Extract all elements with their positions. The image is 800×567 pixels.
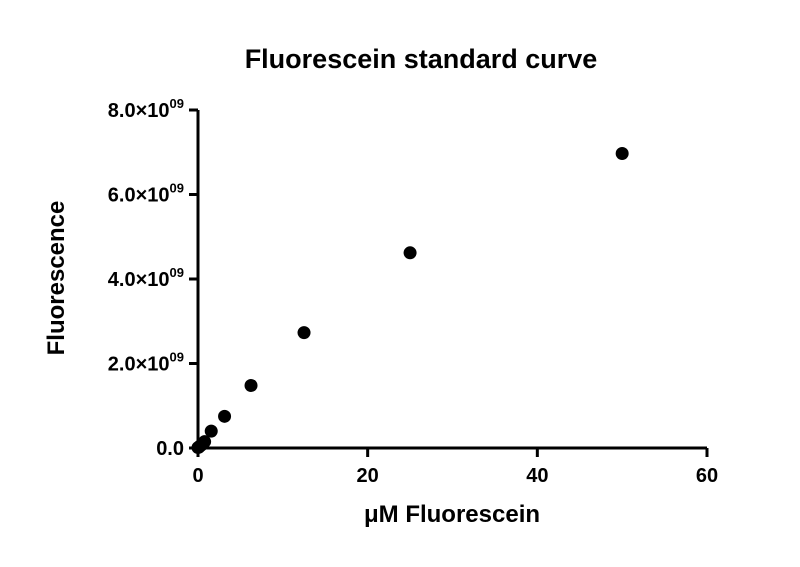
data-point: [615, 147, 629, 161]
x-tick-label: 60: [696, 465, 718, 487]
x-tick-label: 0: [192, 465, 203, 487]
x-tick-label: 20: [357, 465, 379, 487]
x-axis-label: μM Fluorescein: [364, 501, 540, 528]
x-tick-label: 40: [526, 465, 548, 487]
y-tick-label-base: 2.0×10: [108, 354, 170, 376]
y-tick-label-exponent: 09: [170, 96, 184, 111]
data-point: [198, 435, 212, 449]
axes: [196, 110, 707, 450]
data-point: [204, 424, 218, 438]
y-tick-label-exponent: 09: [170, 265, 184, 280]
y-axis-label: Fluorescence: [43, 201, 70, 356]
y-tick-label: 2.0×1009: [108, 350, 184, 376]
data-point: [218, 409, 232, 423]
y-tick-label: 6.0×1009: [108, 181, 184, 207]
y-tick-label-base: 4.0×10: [108, 269, 170, 291]
data-point: [297, 326, 311, 340]
y-tick-label-base: 8.0×10: [108, 100, 170, 122]
y-tick-label-exponent: 09: [170, 350, 184, 365]
ticks: 0 20 40 600.02.0×10094.0×10096.0×10098.0×10…: [108, 96, 718, 487]
data-points: [191, 147, 629, 455]
data-point: [403, 246, 417, 260]
y-tick-label: 8.0×1009: [108, 96, 184, 122]
chart-title: Fluorescein standard curve: [245, 44, 598, 74]
y-tick-label-base: 6.0×10: [108, 185, 170, 207]
y-tick-label-exponent: 09: [170, 181, 184, 196]
y-tick-label: 4.0×1009: [108, 265, 184, 291]
y-tick-label-base: 0.0: [156, 438, 184, 460]
y-tick-label: 0.0: [156, 438, 184, 460]
data-point: [244, 378, 258, 392]
